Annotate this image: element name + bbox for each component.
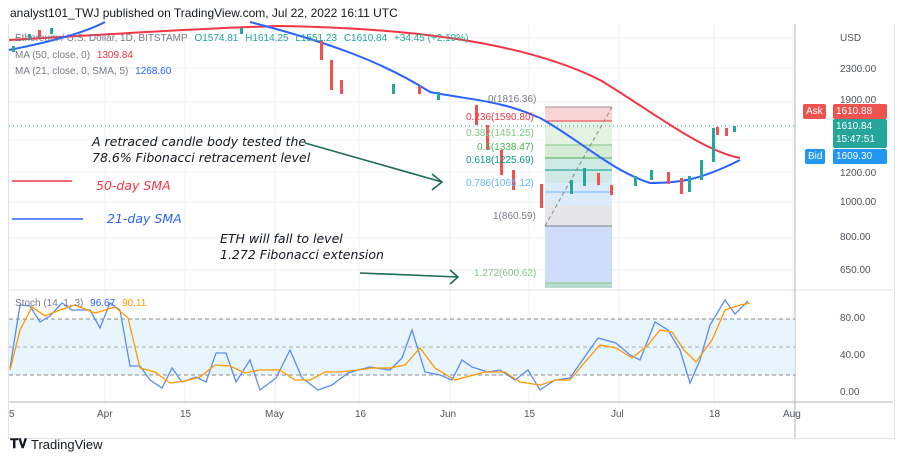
ma50-legend[interactable]: MA (50, close, 0) 1309.84: [15, 50, 137, 61]
retrace-line-2: 78.6% Fibonacci retracement level: [92, 150, 311, 165]
symbol-name: Ethereum / U.S. Dollar, 1D, BITSTAMP: [15, 33, 188, 44]
tradingview-logo[interactable]: 𝐓𝐕 TradingView: [10, 436, 103, 452]
stoch-tick: 80.00: [840, 313, 866, 324]
price-tick: 2300.00: [840, 64, 877, 75]
ma50-line: [8, 24, 741, 159]
ohlc-low: L1551.23: [295, 33, 338, 44]
stoch-legend[interactable]: Stoch (14, 1, 3) 96.67 90.11: [15, 298, 150, 309]
stoch-d-value: 90.11: [121, 298, 147, 309]
candlesticks: [12, 28, 736, 208]
fib-level-0786: 0.786(1065.12): [466, 178, 534, 189]
time-tick: 16: [355, 409, 367, 420]
sma50-label: 50-day SMA: [96, 178, 171, 193]
ask-price: 1610.88: [833, 104, 887, 119]
time-tick: 15: [524, 409, 536, 420]
time-tick: Apr: [97, 409, 113, 420]
ma21-label: MA (21, close, 0, SMA, 5): [15, 66, 129, 77]
published-header: analyst101_TWJ published on TradingView.…: [10, 6, 398, 20]
time-tick: May: [265, 409, 284, 420]
time-tick: 5: [9, 409, 15, 420]
annotation-arrows: [304, 142, 460, 285]
tv-brand: TradingView: [31, 436, 103, 452]
ohlc-change: +34.45 (+2.19%): [393, 33, 469, 44]
sma21-label: 21-day SMA: [107, 211, 182, 226]
time-tick: Jul: [611, 409, 624, 420]
ma50-label: MA (50, close, 0): [15, 50, 91, 61]
fib-level-1272: 1.272(600.62): [474, 268, 537, 279]
time-tick: 18: [709, 409, 721, 420]
eth-line-2: 1.272 Fibonacci extension: [220, 247, 384, 262]
bid-label: Bid: [805, 149, 826, 164]
stoch-label: Stoch (14, 1, 3): [15, 298, 84, 309]
last-price: 1610.84: [836, 121, 873, 132]
currency-label: USD: [840, 33, 862, 44]
bar-countdown: 15:47:51: [836, 134, 875, 145]
ma50-value: 1309.84: [96, 50, 133, 61]
eth-annotation: ETH will fall to level 1.272 Fibonacci e…: [220, 231, 384, 263]
ma21-legend[interactable]: MA (21, close, 0, SMA, 5) 1268.60: [15, 66, 175, 77]
price-tick: 1200.00: [840, 168, 877, 179]
stoch-d-line: [9, 302, 751, 386]
time-tick: Jun: [440, 409, 457, 420]
last-price-tag: 1610.84 15:47:51: [833, 119, 887, 148]
tv-logo-icon: 𝐓𝐕: [10, 436, 27, 451]
price-tick: 800.00: [840, 232, 871, 243]
stoch-tick: 40.00: [840, 350, 866, 361]
fib-level-05: 0.5(1338.47): [477, 142, 534, 153]
fib-level-0618: 0.618(1225.69): [466, 155, 534, 166]
symbol-legend: Ethereum / U.S. Dollar, 1D, BITSTAMP O15…: [15, 33, 472, 44]
chart-frame[interactable]: [8, 24, 895, 439]
fib-level-0382: 0.382(1451.25): [466, 128, 534, 139]
price-tick: 1000.00: [840, 197, 877, 208]
retrace-annotation: A retraced candle body tested the 78.6% …: [92, 134, 310, 166]
price-tick: 1900.00: [840, 95, 877, 106]
ohlc-high: H1614.25: [245, 33, 289, 44]
stoch-tick: 0.00: [840, 387, 860, 398]
fib-level-0: 0(1816.36): [488, 94, 537, 105]
time-tick: 15: [180, 409, 192, 420]
stoch-k-value: 96.67: [90, 298, 116, 309]
ma21-value: 1268.60: [135, 66, 172, 77]
eth-line-1: ETH will fall to level: [220, 231, 343, 246]
retrace-line-1: A retraced candle body tested the: [92, 134, 307, 149]
time-tick: Aug: [783, 409, 801, 420]
bid-price: 1609.30: [833, 149, 887, 164]
price-tick: 650.00: [840, 265, 871, 276]
ohlc-close: C1610.84: [343, 33, 388, 44]
fib-level-0236: 0.236(1590.80): [466, 112, 534, 123]
ma21-line: [8, 21, 741, 185]
ohlc-open: O1574.81: [194, 33, 239, 44]
ask-label: Ask: [803, 104, 826, 119]
fib-level-1: 1(860.59): [493, 211, 536, 222]
fibonacci-extension-zones: [544, 106, 613, 288]
